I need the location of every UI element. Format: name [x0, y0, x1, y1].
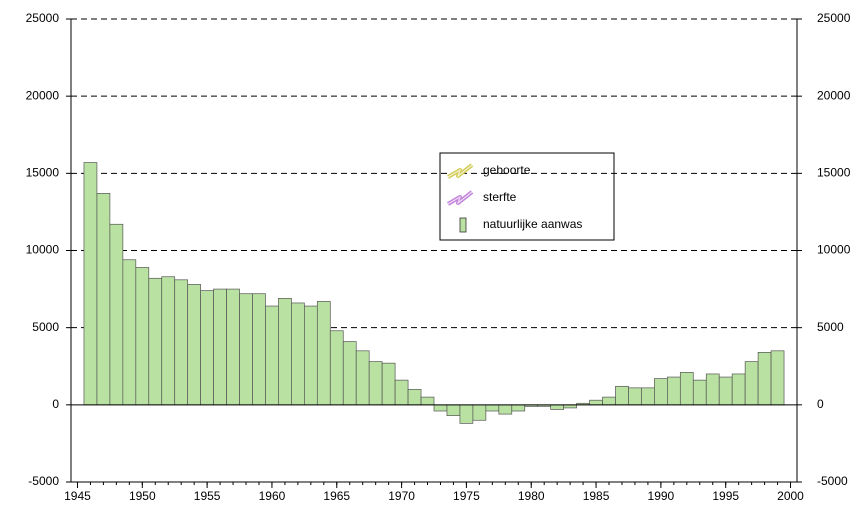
bar [226, 288, 240, 406]
x-tick-label: 1990 [648, 489, 675, 503]
legend-swatch-inner [447, 164, 473, 178]
bar [718, 376, 733, 406]
bar [550, 404, 564, 410]
bar [368, 361, 383, 406]
legend-swatch [459, 217, 467, 233]
y2-tick-label: 20000 [817, 88, 851, 102]
bar [381, 362, 396, 406]
bar [615, 385, 629, 406]
bar [705, 373, 720, 406]
bar [498, 404, 513, 415]
legend-label: natuurlijke aanwas [483, 217, 582, 231]
y2-tick-label: 0 [817, 397, 824, 411]
bar [135, 267, 150, 406]
x-tick-label: 1975 [453, 489, 480, 503]
bar [731, 373, 746, 406]
bar [83, 162, 98, 406]
bar [355, 350, 370, 406]
y-tick-label: 20000 [26, 88, 60, 102]
x-tick-label: 1950 [129, 489, 156, 503]
bar [265, 305, 279, 406]
y2-tick-label: 10000 [817, 243, 851, 257]
bar [407, 389, 422, 406]
bar [304, 305, 318, 406]
bar [174, 279, 189, 406]
bar [329, 330, 344, 406]
bar [96, 193, 111, 406]
bar [511, 404, 526, 412]
bar [342, 341, 357, 406]
x-tick-label: 1980 [518, 489, 545, 503]
y2-tick-label: 5000 [817, 320, 844, 334]
bar [394, 379, 409, 406]
x-tick-label: 1985 [583, 489, 610, 503]
x-tick-label: 1945 [64, 489, 91, 503]
bar [628, 387, 642, 406]
y2-tick-label: 25000 [817, 11, 851, 25]
bar [122, 259, 137, 406]
y2-tick-label: -5000 [817, 474, 848, 488]
y2-tick-label: 15000 [817, 166, 851, 180]
bar [252, 293, 266, 406]
bar [291, 302, 305, 406]
bar [420, 396, 435, 406]
y-tick-label: 0 [52, 397, 59, 411]
bar [278, 297, 292, 406]
x-tick-label: 1970 [388, 489, 415, 503]
x-tick-label: 1965 [323, 489, 350, 503]
bar [667, 376, 681, 406]
x-tick-label: 1955 [194, 489, 221, 503]
bar [589, 399, 603, 406]
bar [602, 396, 616, 406]
bar [641, 387, 655, 406]
bar [213, 288, 227, 406]
bar [239, 293, 253, 406]
bar [472, 404, 487, 421]
bar [459, 404, 474, 424]
bar [109, 223, 124, 406]
y-tick-label: 25000 [26, 11, 60, 25]
x-tick-label: 1995 [712, 489, 739, 503]
bar [757, 352, 772, 406]
legend-swatch-inner [447, 191, 473, 205]
bar [692, 379, 707, 406]
bar [148, 277, 163, 406]
bar [446, 404, 461, 416]
bar [187, 284, 201, 406]
bar [654, 378, 668, 406]
y-tick-label: 10000 [26, 243, 60, 257]
bar [161, 276, 176, 406]
y-tick-label: 5000 [32, 320, 59, 334]
y-tick-label: -5000 [28, 474, 59, 488]
legend-label: geboorte [483, 163, 531, 177]
x-tick-label: 2000 [777, 489, 804, 503]
bar [770, 350, 785, 406]
bar [433, 404, 448, 412]
x-tick-label: 1960 [259, 489, 286, 503]
legend-label: sterfte [483, 190, 517, 204]
bar [316, 301, 331, 406]
y-tick-label: 15000 [26, 166, 60, 180]
bar [744, 361, 759, 406]
bar [679, 372, 694, 406]
bar [485, 404, 500, 412]
bar [200, 290, 214, 406]
